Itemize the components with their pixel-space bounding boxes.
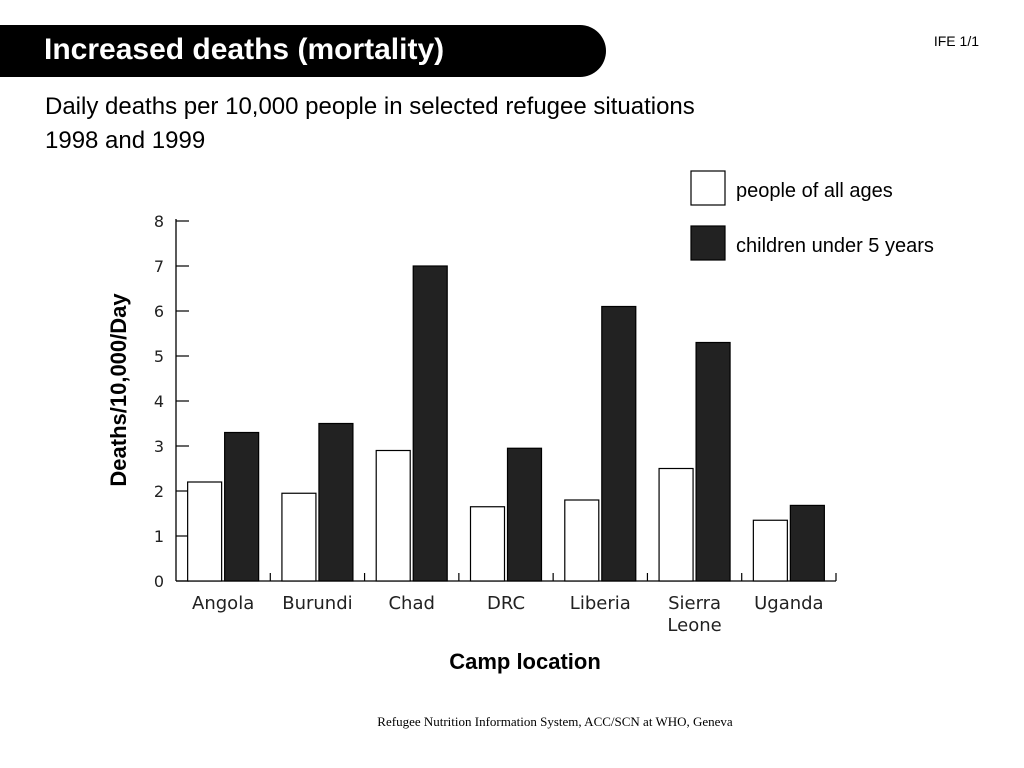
slide-code: IFE 1/1 [933,33,979,49]
y-tick-label: 1 [154,527,164,546]
y-tick-label: 0 [154,572,164,591]
x-tick-label: Liberia [570,593,631,614]
title-banner [0,25,606,77]
y-tick-label: 7 [154,257,164,276]
bar [658,467,694,582]
bar [601,305,637,582]
bar [564,499,600,582]
x-tick-label: Burundi [282,593,352,614]
bar [506,447,543,582]
y-tick-label: 5 [154,347,164,366]
source-footnote: Refugee Nutrition Information System, AC… [377,714,733,729]
x-tick-label: Uganda [754,593,824,614]
x-tick-label: Chad [388,593,434,614]
x-tick-label: Leone [667,615,721,636]
y-axis-title: Deaths/10,000/Day [106,293,131,487]
y-tick-label: 8 [154,212,164,231]
x-axis-title: Camp location [449,649,601,674]
page-title: Increased deaths (mortality) [44,33,445,66]
bar [281,492,317,582]
bar [375,449,411,582]
bar [318,422,354,582]
x-tick-label: DRC [487,593,525,614]
y-tick-label: 6 [154,302,164,321]
chart-subtitle: Daily deaths per 10,000 people in select… [45,93,695,154]
bar [224,431,260,582]
bar [469,506,506,582]
y-tick-label: 2 [154,482,164,501]
legend-swatch [690,225,726,261]
x-tick-label: Angola [192,593,254,614]
bar [789,504,825,582]
bar [752,519,788,582]
legend-label: people of all ages [736,180,893,202]
y-tick-label: 4 [154,392,164,411]
bar [187,481,223,582]
x-tick-label: Sierra [668,593,721,614]
legend-swatch [690,170,726,206]
bar [695,341,731,582]
y-tick-label: 3 [154,437,164,456]
legend-label: children under 5 years [736,235,934,257]
bar [412,265,448,582]
